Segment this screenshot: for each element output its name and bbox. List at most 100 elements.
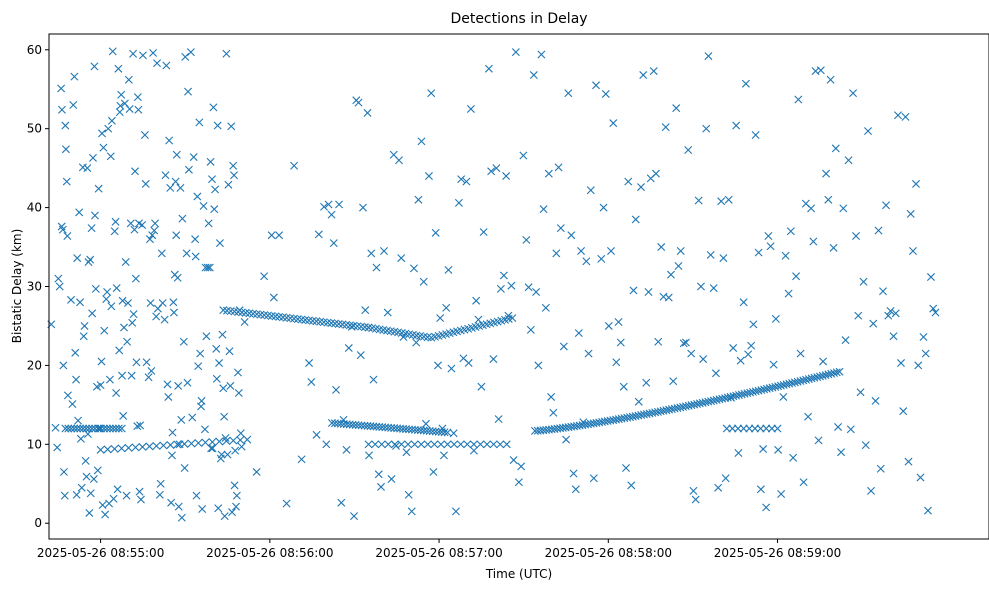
data-point bbox=[796, 349, 805, 358]
data-point bbox=[205, 263, 214, 272]
data-point bbox=[916, 473, 925, 482]
data-point bbox=[451, 507, 460, 516]
data-point bbox=[849, 89, 858, 98]
data-point bbox=[133, 422, 142, 431]
data-point bbox=[339, 415, 348, 424]
data-point bbox=[121, 258, 130, 267]
data-point bbox=[57, 105, 66, 114]
data-point bbox=[419, 277, 428, 286]
data-point bbox=[372, 263, 381, 272]
data-point bbox=[407, 507, 416, 516]
data-point bbox=[131, 167, 140, 176]
data-point bbox=[433, 361, 442, 370]
data-point bbox=[102, 424, 111, 433]
data-point bbox=[191, 252, 200, 261]
data-point bbox=[904, 457, 913, 466]
data-point bbox=[128, 318, 137, 327]
data-point bbox=[734, 449, 743, 457]
data-point bbox=[899, 407, 908, 416]
data-point bbox=[212, 374, 221, 383]
data-point bbox=[619, 382, 628, 391]
data-point bbox=[189, 153, 198, 162]
data-point bbox=[554, 163, 563, 172]
data-point bbox=[582, 257, 591, 266]
data-point bbox=[711, 369, 720, 378]
data-point bbox=[586, 186, 595, 195]
data-point bbox=[356, 351, 365, 360]
data-point bbox=[119, 411, 128, 420]
data-point bbox=[477, 382, 486, 391]
data-point bbox=[539, 205, 548, 214]
data-point bbox=[232, 502, 240, 511]
data-point bbox=[749, 320, 758, 329]
data-point bbox=[110, 444, 119, 453]
data-point bbox=[766, 242, 775, 251]
data-point bbox=[162, 61, 171, 70]
data-point bbox=[174, 502, 183, 511]
data-point bbox=[914, 361, 923, 370]
data-point bbox=[799, 478, 808, 487]
data-point bbox=[739, 424, 748, 433]
data-point bbox=[534, 361, 543, 370]
data-point bbox=[117, 90, 126, 99]
data-point bbox=[774, 445, 783, 454]
data-point bbox=[750, 424, 759, 433]
data-point bbox=[99, 143, 108, 152]
data-point bbox=[402, 448, 411, 457]
data-point bbox=[83, 164, 92, 173]
data-point bbox=[537, 50, 546, 59]
data-point bbox=[91, 284, 100, 293]
data-point bbox=[651, 169, 660, 178]
x-tick-label: 2025-05-26 08:58:00 bbox=[545, 546, 672, 560]
y-tick-label: 60 bbox=[27, 43, 42, 57]
data-point bbox=[417, 440, 426, 449]
data-point bbox=[483, 440, 492, 449]
data-point bbox=[131, 443, 140, 452]
data-point bbox=[314, 230, 323, 239]
data-point bbox=[629, 286, 638, 295]
data-point bbox=[729, 344, 738, 353]
data-point bbox=[487, 167, 496, 176]
x-tick-label: 2025-05-26 08:57:00 bbox=[375, 546, 502, 560]
data-point bbox=[436, 440, 445, 449]
data-point bbox=[109, 494, 118, 503]
data-point bbox=[184, 87, 193, 96]
data-point bbox=[654, 337, 663, 346]
data-point bbox=[741, 79, 750, 88]
data-point bbox=[889, 332, 898, 341]
data-point bbox=[397, 440, 406, 449]
data-point bbox=[215, 239, 224, 248]
data-point bbox=[129, 49, 138, 58]
data-point bbox=[80, 321, 89, 330]
data-point bbox=[182, 249, 191, 258]
data-point bbox=[762, 424, 771, 433]
data-point bbox=[831, 144, 840, 153]
data-point bbox=[719, 254, 728, 263]
data-point bbox=[547, 392, 556, 401]
data-point bbox=[76, 298, 85, 307]
data-point bbox=[230, 171, 239, 180]
data-point bbox=[744, 350, 753, 359]
data-point bbox=[859, 277, 868, 286]
data-point bbox=[115, 108, 124, 117]
data-point bbox=[135, 487, 144, 496]
data-point bbox=[198, 505, 207, 514]
data-point bbox=[145, 442, 154, 451]
data-point bbox=[509, 456, 518, 465]
data-point bbox=[699, 355, 708, 364]
data-point bbox=[94, 184, 103, 193]
data-point bbox=[175, 440, 184, 449]
data-point bbox=[679, 339, 688, 348]
data-point bbox=[923, 506, 932, 515]
data-point bbox=[111, 217, 120, 226]
data-point bbox=[429, 467, 438, 476]
data-point bbox=[136, 495, 145, 504]
data-point bbox=[107, 302, 116, 311]
data-point bbox=[517, 462, 526, 471]
data-point bbox=[148, 231, 157, 240]
data-point bbox=[361, 306, 370, 315]
data-point bbox=[449, 429, 458, 438]
data-point bbox=[479, 228, 488, 237]
data-point bbox=[236, 436, 245, 445]
